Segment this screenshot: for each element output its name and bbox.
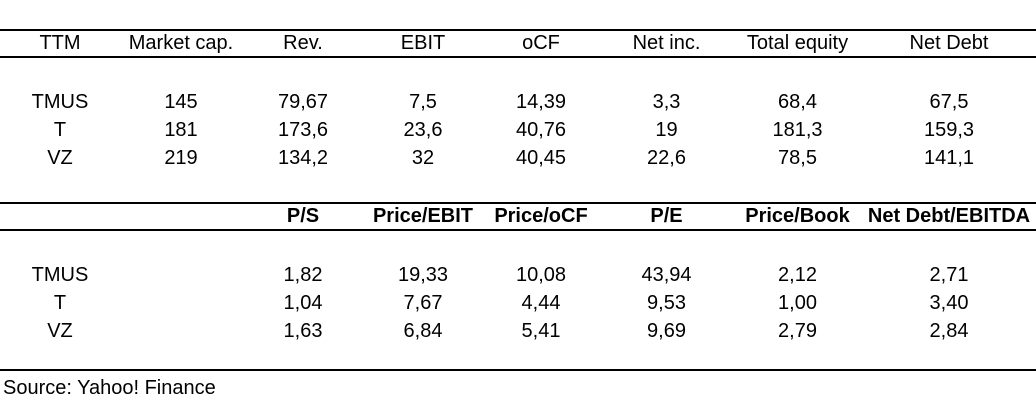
table-cell: 22,6 [647,146,686,169]
table-cell: 5,41 [521,319,561,342]
table-cell: 32 [411,146,435,169]
column-header: Price/Book [733,202,862,231]
table-row-tmus: TMUS 1,82 19,33 10,08 43,94 2,12 2,71 [0,261,1036,289]
table-cell: 2,84 [929,319,969,342]
source-note: Source: Yahoo! Finance [0,369,1036,405]
column-header: Total equity [733,29,862,58]
table-row-vz: VZ 219 134,2 32 40,45 22,6 78,5 141,1 [0,144,1036,172]
table-cell: 141,1 [923,146,975,169]
top-spacer [0,0,1036,30]
spacer [0,230,1036,261]
table-cell: 19 [655,118,678,141]
table-cell [120,289,242,317]
table-cell: 159,3 [923,118,975,141]
table-cell: 19,33 [397,263,449,286]
table-row-tmus: TMUS 145 79,67 7,5 14,39 3,3 68,4 67,5 [0,88,1036,116]
column-header: Net Debt/EBITDA [862,202,1036,231]
footer-row: Source: Yahoo! Finance [0,369,1036,405]
spacer [0,345,1036,370]
table-cell: 40,76 [515,118,567,141]
table-row-vz: VZ 1,63 6,84 5,41 9,69 2,79 2,84 [0,317,1036,345]
column-header: Price/EBIT [364,202,482,231]
table-cell [120,317,242,345]
table-cell [120,261,242,289]
table-cell: 134,2 [277,146,329,169]
column-header [120,202,242,231]
table-cell: 9,53 [647,291,686,314]
row-label: VZ [47,319,73,342]
row-label: VZ [47,146,73,169]
table-cell: 2,12 [778,263,817,286]
column-header: P/S [242,202,364,231]
table-cell: 1,00 [778,291,817,314]
table-cell: 2,71 [929,263,969,286]
table-cell: 43,94 [641,263,692,286]
column-header: Market cap. [120,29,242,58]
table-cell: 181,3 [772,118,823,141]
multiples-table-header-row: P/S Price/EBIT Price/oCF P/E Price/Book … [0,202,1036,231]
ttm-table-header-row: TTM Market cap. Rev. EBIT oCF Net inc. T… [0,29,1036,58]
table-cell: 3,40 [929,291,969,314]
spacer [0,57,1036,88]
column-header: EBIT [364,29,482,58]
table-cell: 10,08 [515,263,567,286]
table-cell: 219 [164,146,198,169]
table-cell: 173,6 [277,118,329,141]
column-header: oCF [482,29,600,58]
table-cell: 1,04 [283,291,323,314]
table-cell: 78,5 [778,146,817,169]
column-header [0,202,120,231]
row-label: T [53,118,67,141]
table-row-t: T 1,04 7,67 4,44 9,53 1,00 3,40 [0,289,1036,317]
table-cell: 2,79 [778,319,817,342]
column-header: Net inc. [600,29,733,58]
table-cell: 7,67 [403,291,443,314]
table-cell: 79,67 [277,90,329,113]
table-cell: 6,84 [403,319,443,342]
column-header: Net Debt [862,29,1036,58]
column-header: Price/oCF [482,202,600,231]
table-cell: 3,3 [652,90,681,113]
spacer [0,172,1036,203]
row-label: TMUS [31,263,89,286]
column-header: Rev. [242,29,364,58]
table-row-t: T 181 173,6 23,6 40,76 19 181,3 159,3 [0,116,1036,144]
table-cell: 7,5 [409,90,437,113]
table-cell: 181 [164,118,198,141]
table-cell: 40,45 [515,146,567,169]
table-cell: 23,6 [403,118,443,141]
table-cell: 1,82 [283,263,323,286]
column-header: P/E [600,202,733,231]
column-header: TTM [0,29,120,58]
row-label: T [53,291,67,314]
table-cell: 9,69 [647,319,686,342]
table-cell: 14,39 [515,90,567,113]
row-label: TMUS [31,90,89,113]
table-cell: 1,63 [283,319,323,342]
table-cell: 68,4 [778,90,817,113]
table-cell: 4,44 [521,291,561,314]
table-cell: 67,5 [929,90,969,113]
table-cell: 145 [164,90,198,113]
